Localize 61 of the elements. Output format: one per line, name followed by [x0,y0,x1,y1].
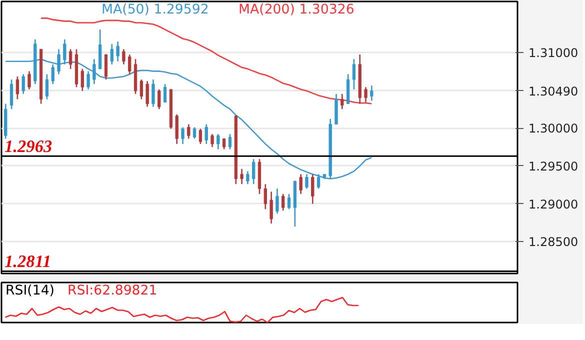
candlestick [370,84,374,102]
candlestick [311,174,314,204]
candlestick [228,133,232,150]
y-tick-label: 1.28500 [528,235,578,250]
candlestick [92,58,96,85]
candlestick [252,158,256,185]
candlestick [264,183,267,210]
candlestick [240,168,244,185]
line-series [40,18,372,104]
candlestick [80,68,84,92]
candlestick [305,174,308,190]
candlestick [364,86,368,103]
y-tick-label: 1.31000 [528,46,578,60]
candlestick [299,174,302,195]
candlestick [57,48,60,75]
candlestick [270,191,273,224]
candlestick [287,193,291,210]
candlestick [110,43,114,66]
candlestick [45,74,49,100]
candlestick [22,74,25,95]
candlestick [282,193,285,212]
candlestick [316,174,320,190]
candlestick [63,38,66,66]
candlestick [10,78,14,110]
y-tick-label: 1.30000 [528,122,578,136]
y-tick-label: 1.29000 [528,197,578,212]
candlestick [181,126,184,145]
ref-line-label: 1.2963 [4,137,52,156]
y-tick-label: 1.30490 [528,84,578,98]
chart-title: RSI(14) [6,284,55,298]
candlestick [104,54,108,80]
text: MA(50) 1.29592 [102,2,209,18]
candlestick [216,133,220,150]
ref-line-label: 1.2811 [4,252,52,272]
candlestick [246,170,250,185]
candlestick [187,124,190,140]
candlestick [140,78,143,100]
candlestick [198,128,202,145]
y-tick-label: 1.29500 [528,159,578,174]
candlestick [68,48,72,70]
candlestick [158,88,161,110]
candlestick [122,48,126,66]
candlestick [192,126,196,140]
candlestick [222,138,226,150]
candlestick [152,78,155,108]
candlestick [51,64,54,85]
candlestick [204,124,208,145]
text: MA(200) 1.30326 [238,2,354,18]
candlestick [116,41,120,62]
candlestick [146,80,149,108]
candlestick [16,76,20,100]
candlestick [128,54,132,75]
candlestick [352,58,356,90]
candlestick [340,93,344,110]
candlestick [28,70,31,90]
candlestick [86,70,90,90]
series-label: RSI:62.89821 [68,284,158,298]
candlestick [276,188,279,214]
candlestick [210,133,214,148]
candlestick [163,83,167,103]
candlestick [175,114,178,145]
